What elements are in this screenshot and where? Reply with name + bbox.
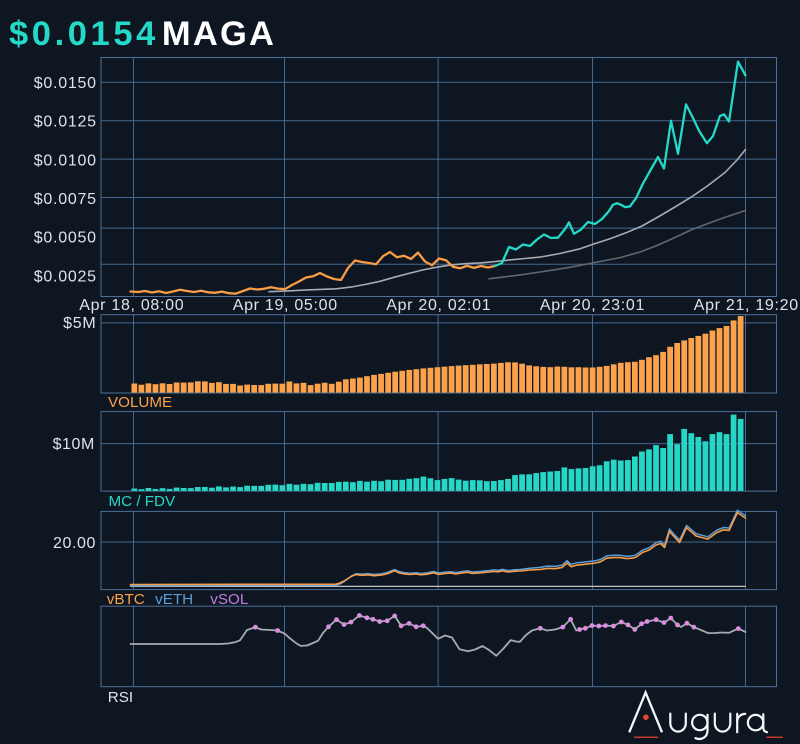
svg-text:$0.0154MAGA: $0.0154MAGA [9, 15, 276, 53]
svg-text:$5M: $5M [63, 315, 96, 332]
svg-text:vBTC: vBTC [107, 591, 145, 608]
svg-text:VOLUME: VOLUME [108, 394, 172, 411]
svg-text:$0.0075: $0.0075 [34, 191, 97, 208]
svg-text:vETH: vETH [155, 591, 193, 608]
svg-text:$0.0050: $0.0050 [34, 230, 97, 247]
svg-text:RSI: RSI [108, 689, 133, 706]
svg-text:$0.0125: $0.0125 [34, 114, 97, 131]
svg-text:20.00: 20.00 [53, 535, 96, 552]
svg-text:MC / FDV: MC / FDV [109, 493, 177, 510]
svg-text:Apr 20, 02:01: Apr 20, 02:01 [386, 297, 491, 314]
svg-text:Apr 19, 05:00: Apr 19, 05:00 [233, 297, 338, 314]
svg-text:vSOL: vSOL [210, 591, 248, 608]
svg-text:Apr 21, 19:20: Apr 21, 19:20 [694, 297, 799, 314]
svg-text:Apr 18, 08:00: Apr 18, 08:00 [79, 297, 184, 314]
svg-text:$0.0100: $0.0100 [34, 152, 97, 169]
svg-text:$0.0150: $0.0150 [34, 75, 97, 92]
svg-text:Apr 20, 23:01: Apr 20, 23:01 [540, 297, 645, 314]
svg-text:$10M: $10M [53, 436, 95, 453]
svg-text:$0.0025: $0.0025 [34, 269, 97, 286]
